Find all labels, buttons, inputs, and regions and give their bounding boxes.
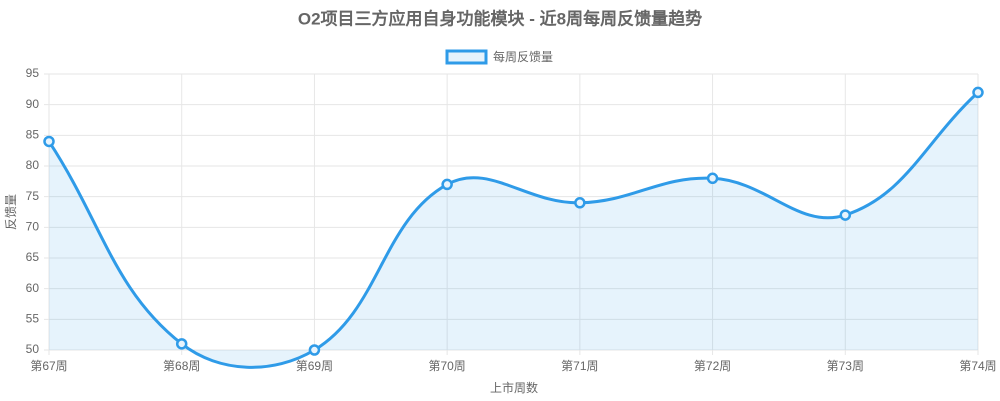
point — [706, 172, 719, 185]
x-tick-label: 第69周 — [296, 359, 333, 373]
y-tick-label: 65 — [26, 250, 40, 264]
x-tick-label: 第67周 — [30, 359, 67, 373]
y-tick-label: 60 — [26, 281, 40, 295]
point — [574, 197, 586, 209]
x-tick-label: 第71周 — [561, 359, 598, 373]
y-axis-label: 反馈量 — [4, 194, 18, 230]
point — [175, 338, 188, 350]
point — [972, 86, 984, 99]
x-axis-label: 上市周数 — [490, 380, 538, 395]
y-tick-label: 95 — [26, 66, 40, 80]
y-tick-label: 55 — [26, 312, 40, 326]
x-tick-label: 第74周 — [959, 359, 996, 373]
point — [308, 344, 321, 356]
x-tick-label: 第72周 — [694, 359, 731, 373]
x-tick-label: 第70周 — [428, 359, 465, 373]
point — [441, 178, 453, 191]
legend-label: 每周反馈量 — [493, 49, 553, 64]
legend-swatch — [445, 49, 488, 65]
y-tick-label: 85 — [26, 128, 40, 142]
y-tick-label: 70 — [26, 220, 40, 234]
area — [49, 92, 978, 368]
chart-title: O2项目三方应用自身功能模块 - 近8周每周反馈量趋势 — [298, 8, 702, 28]
point — [43, 135, 55, 148]
x-tick-label: 第68周 — [163, 359, 200, 373]
y-tick-label: 75 — [26, 189, 40, 203]
point — [839, 209, 852, 221]
y-tick-label: 80 — [26, 158, 40, 172]
y-tick-label: 90 — [26, 97, 40, 111]
x-tick-label: 第73周 — [827, 359, 864, 373]
y-tick-label: 50 — [26, 342, 40, 356]
